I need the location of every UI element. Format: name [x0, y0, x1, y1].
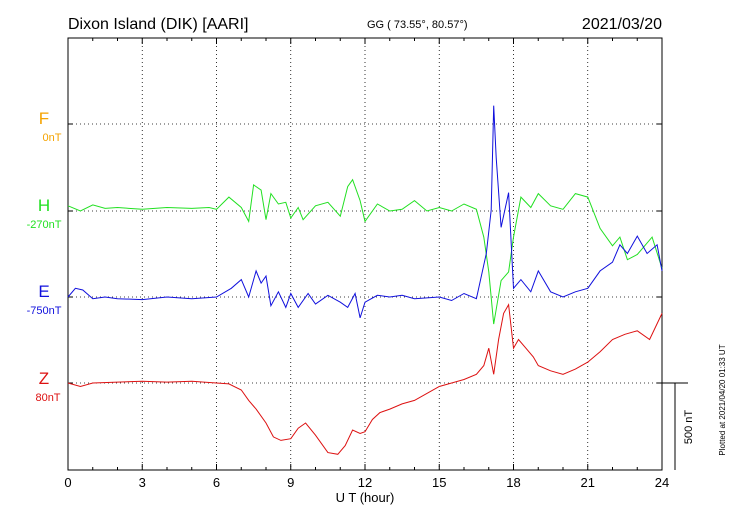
- channel-labels: F 0nT H -270nT E -750nT Z 80nT: [27, 109, 62, 404]
- x-axis-tick-labels: 0 3 6 9 12 15 18 21 24: [64, 475, 669, 490]
- x-axis-label: U T (hour): [336, 490, 395, 505]
- x-tick-label: 6: [213, 475, 220, 490]
- channel-offset-e: -750nT: [27, 305, 62, 317]
- scale-bar: 500 nT: [662, 382, 695, 470]
- x-tick-label: 3: [139, 475, 146, 490]
- channel-label-e: E: [38, 282, 49, 301]
- horizontal-gridlines: [68, 123, 662, 384]
- channel-label-z: Z: [39, 369, 49, 388]
- station-coordinates: GG ( 73.55°, 80.57°): [367, 19, 468, 31]
- channel-offset-f: 0nT: [43, 132, 62, 144]
- plotted-at-note: Plotted at 2021/04/20 01:33 UT: [718, 344, 727, 455]
- vertical-gridlines: [141, 38, 589, 470]
- series-line-z: [67, 303, 663, 455]
- channel-label-f: F: [39, 109, 49, 128]
- scale-bar-label: 500 nT: [683, 410, 695, 445]
- x-tick-label: 24: [655, 475, 669, 490]
- y-axis-ticks: [68, 123, 662, 384]
- x-axis-ticks: [67, 38, 663, 470]
- plot-date: 2021/03/20: [582, 16, 662, 33]
- channel-label-h: H: [38, 196, 50, 215]
- station-title: Dixon Island (DIK) [AARI]: [68, 16, 249, 33]
- x-tick-label: 21: [581, 475, 595, 490]
- channel-offset-h: -270nT: [27, 219, 62, 231]
- plot-area: [67, 37, 663, 471]
- series-line-h: [67, 178, 663, 325]
- series-line-e: [67, 105, 663, 319]
- x-tick-label: 15: [432, 475, 446, 490]
- x-tick-label: 0: [64, 475, 71, 490]
- x-tick-label: 18: [506, 475, 520, 490]
- x-tick-label: 9: [287, 475, 294, 490]
- x-tick-label: 12: [358, 475, 372, 490]
- data-traces: [67, 105, 663, 455]
- channel-offset-z: 80nT: [35, 392, 60, 404]
